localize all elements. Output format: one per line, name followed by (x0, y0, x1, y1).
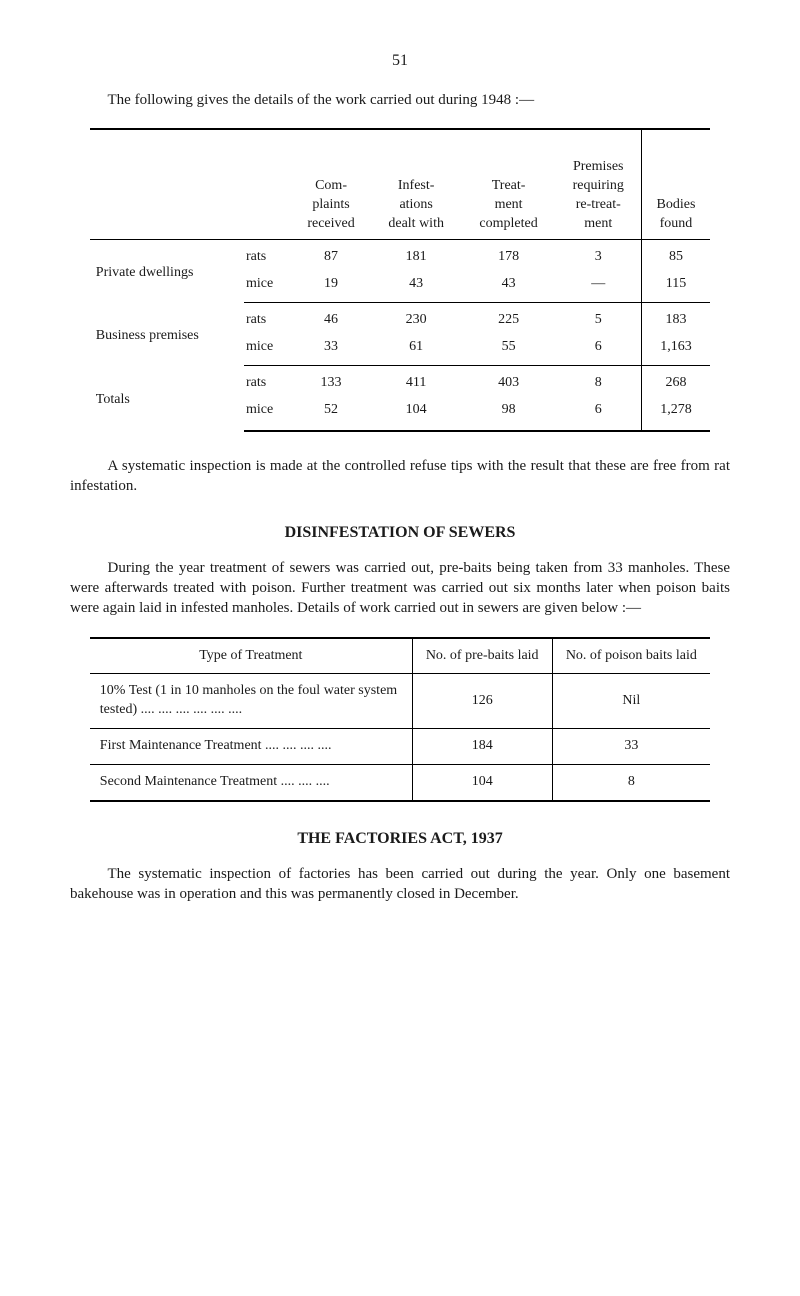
cell: 133 (291, 365, 371, 396)
infestation-table: Com- plaints received Infest- ations dea… (90, 128, 710, 432)
cell: 85 (641, 240, 710, 271)
sub-label: mice (244, 271, 291, 302)
header-infestations: Infest- ations dealt with (371, 129, 462, 240)
header-bodies: Bodies found (641, 129, 710, 240)
sub-label: rats (244, 303, 291, 334)
cell: 43 (371, 271, 462, 302)
cell: 126 (412, 674, 552, 729)
cell: Second Maintenance Treatment .... .... .… (90, 765, 413, 801)
cell: 8 (556, 365, 642, 396)
sub-label: mice (244, 397, 291, 431)
cell: 268 (641, 365, 710, 396)
page-number: 51 (70, 50, 730, 72)
header-prebaits: No. of pre-baits laid (412, 638, 552, 674)
cell: 178 (461, 240, 555, 271)
cell: 6 (556, 397, 642, 431)
cell: 46 (291, 303, 371, 334)
cell: 411 (371, 365, 462, 396)
cell: 1,163 (641, 334, 710, 365)
header-premises: Premises requiring re-treat- ment (556, 129, 642, 240)
sewers-table: Type of Treatment No. of pre-baits laid … (90, 637, 710, 802)
header-treatment: Treat- ment completed (461, 129, 555, 240)
table-row: First Maintenance Treatment .... .... ..… (90, 729, 710, 765)
cell: 181 (371, 240, 462, 271)
cell: 98 (461, 397, 555, 431)
header-complaints: Com- plaints received (291, 129, 371, 240)
sub-label: mice (244, 334, 291, 365)
factories-paragraph: The systematic inspection of factories h… (70, 864, 730, 905)
mid-paragraph: A systematic inspection is made at the c… (70, 456, 730, 497)
cell: 104 (412, 765, 552, 801)
cell: 184 (412, 729, 552, 765)
cell: 225 (461, 303, 555, 334)
group-label: Private dwellings (90, 240, 244, 303)
cell: 10% Test (1 in 10 manholes on the foul w… (90, 674, 413, 729)
table-row: Second Maintenance Treatment .... .... .… (90, 765, 710, 801)
cell: 6 (556, 334, 642, 365)
cell: 183 (641, 303, 710, 334)
cell: 33 (291, 334, 371, 365)
intro-paragraph: The following gives the details of the w… (70, 90, 730, 110)
cell: 115 (641, 271, 710, 302)
header-blank-2 (244, 129, 291, 240)
cell: 403 (461, 365, 555, 396)
table-row: 10% Test (1 in 10 manholes on the foul w… (90, 674, 710, 729)
cell: 87 (291, 240, 371, 271)
table-row: Private dwellings rats 87 181 178 3 85 (90, 240, 710, 271)
cell: First Maintenance Treatment .... .... ..… (90, 729, 413, 765)
header-poison: No. of poison baits laid (552, 638, 710, 674)
sub-label: rats (244, 365, 291, 396)
cell: Nil (552, 674, 710, 729)
cell: 43 (461, 271, 555, 302)
cell: 3 (556, 240, 642, 271)
cell: 19 (291, 271, 371, 302)
cell: 230 (371, 303, 462, 334)
cell: 1,278 (641, 397, 710, 431)
table-header-row: Type of Treatment No. of pre-baits laid … (90, 638, 710, 674)
sewers-paragraph: During the year treatment of sewers was … (70, 558, 730, 619)
cell: 55 (461, 334, 555, 365)
header-type: Type of Treatment (90, 638, 413, 674)
group-label: Totals (90, 365, 244, 430)
group-label: Business premises (90, 303, 244, 366)
factories-heading: THE FACTORIES ACT, 1937 (70, 828, 730, 850)
table-header-row: Com- plaints received Infest- ations dea… (90, 129, 710, 240)
cell: 33 (552, 729, 710, 765)
cell: 104 (371, 397, 462, 431)
cell: — (556, 271, 642, 302)
cell: 52 (291, 397, 371, 431)
cell: 8 (552, 765, 710, 801)
header-blank-1 (90, 129, 244, 240)
table-row: Business premises rats 46 230 225 5 183 (90, 303, 710, 334)
disinfestation-heading: DISINFESTATION OF SEWERS (70, 522, 730, 544)
table-row: Totals rats 133 411 403 8 268 (90, 365, 710, 396)
cell: 5 (556, 303, 642, 334)
cell: 61 (371, 334, 462, 365)
sub-label: rats (244, 240, 291, 271)
